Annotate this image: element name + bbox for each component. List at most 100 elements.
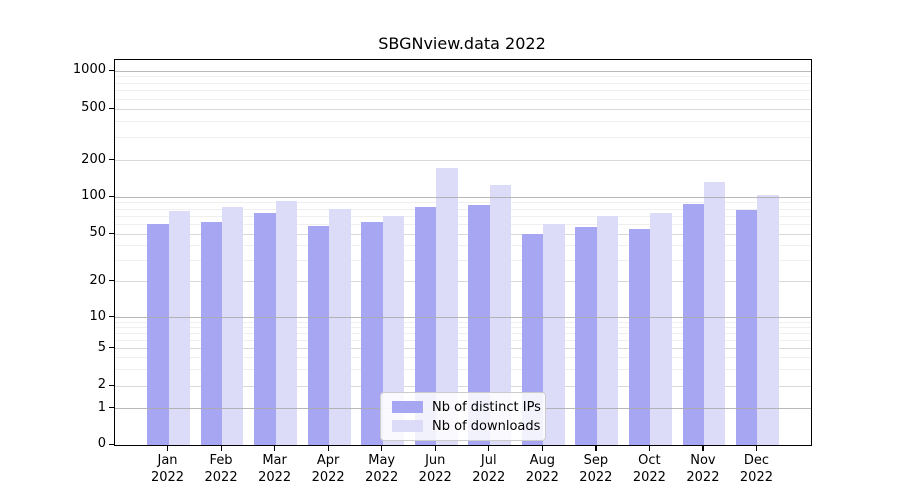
gridline-6 (115, 339, 811, 341)
y-tick-mark-1000 (109, 69, 114, 71)
x-tick-label-jun: Jun 2022 (418, 453, 452, 485)
x-tick-mark-jan (167, 445, 169, 451)
y-tick-label-20: 20 (89, 272, 106, 288)
legend-label-downloads: Nb of downloads (432, 418, 541, 434)
gridline-60 (115, 224, 811, 226)
gridline-2 (115, 385, 811, 387)
x-tick-mark-jul (488, 445, 490, 451)
x-tick-mark-dec (755, 445, 758, 451)
y-tick-mark-500 (109, 107, 114, 109)
legend-entry-distinct-ips: Nb of distinct IPs (381, 400, 545, 415)
gridline-800 (115, 82, 811, 84)
bar-nb-of-downloads-jan (168, 210, 190, 445)
gridline-50 (115, 233, 811, 235)
gridline-100 (115, 196, 811, 198)
x-tick-label-nov: Nov 2022 (686, 453, 720, 485)
bar-nb-of-downloads-may (382, 215, 405, 445)
bar-nb-of-downloads-feb (222, 206, 244, 445)
gridline-300 (115, 137, 811, 139)
bar-nb-of-downloads-nov (703, 181, 726, 445)
chart-title: SBGNview.data 2022 (378, 34, 546, 53)
bar-nb-of-downloads-dec (757, 195, 779, 445)
y-tick-label-200: 200 (81, 151, 106, 167)
gridline-10 (115, 317, 811, 319)
bar-nb-of-downloads-sep (596, 216, 619, 445)
gridline-500 (115, 108, 811, 110)
y-tick-label-5: 5 (97, 339, 106, 355)
bar-nb-of-distinct-ips-nov (682, 204, 704, 445)
gridline-90 (115, 202, 811, 204)
x-tick-mark-may (381, 445, 383, 451)
legend-swatch-distinct-ips (392, 401, 423, 413)
y-tick-mark-20 (109, 280, 114, 282)
bar-nb-of-downloads-aug (543, 223, 565, 445)
plot-area (114, 59, 812, 446)
x-tick-label-sep: Sep 2022 (579, 453, 613, 485)
gridline-900 (115, 76, 811, 78)
bar-nb-of-downloads-apr (329, 208, 351, 445)
bar-nb-of-distinct-ips-may (361, 221, 383, 445)
y-tick-label-0: 0 (97, 436, 106, 451)
bar-nb-of-distinct-ips-jan (147, 223, 169, 445)
legend-label-distinct-ips: Nb of distinct IPs (432, 399, 541, 415)
y-tick-mark-2 (109, 384, 114, 386)
gridline-5 (115, 348, 811, 350)
x-tick-mark-sep (595, 445, 597, 451)
y-tick-mark-50 (109, 232, 114, 234)
bar-nb-of-downloads-oct (650, 212, 672, 445)
x-tick-mark-apr (327, 445, 329, 451)
y-tick-label-10: 10 (89, 308, 106, 324)
y-tick-label-500: 500 (81, 100, 106, 116)
x-tick-mark-oct (648, 445, 651, 451)
bar-nb-of-distinct-ips-jun (414, 206, 437, 445)
legend: Nb of distinct IPs Nb of downloads (380, 392, 546, 441)
x-tick-label-mar: Mar 2022 (258, 453, 292, 485)
bar-nb-of-downloads-mar (275, 201, 297, 445)
y-tick-mark-0 (109, 443, 114, 445)
y-tick-label-2: 2 (97, 377, 106, 393)
gridline-1000 (115, 70, 811, 72)
bar-nb-of-distinct-ips-feb (200, 221, 223, 445)
x-tick-mark-nov (702, 445, 704, 451)
bar-nb-of-distinct-ips-oct (628, 229, 651, 445)
gridline-80 (115, 208, 811, 210)
y-tick-mark-10 (109, 316, 114, 318)
y-tick-label-1: 1 (97, 399, 106, 415)
bar-nb-of-downloads-jul (489, 185, 512, 445)
gridline-40 (115, 245, 811, 247)
y-tick-label-1000: 1000 (72, 62, 106, 77)
y-tick-mark-1 (109, 407, 114, 409)
x-tick-label-jan: Jan 2022 (150, 453, 185, 485)
gridline-700 (115, 90, 811, 92)
y-tick-label-100: 100 (81, 188, 106, 204)
x-tick-mark-aug (541, 445, 543, 451)
y-tick-mark-5 (109, 347, 114, 349)
gridline-400 (115, 121, 811, 123)
bar-nb-of-distinct-ips-mar (254, 212, 276, 445)
gridline-9 (115, 321, 811, 323)
bar-nb-of-distinct-ips-sep (575, 227, 597, 445)
x-tick-label-feb: Feb 2022 (204, 453, 238, 485)
x-tick-label-oct: Oct 2022 (632, 453, 666, 485)
x-tick-mark-feb (220, 445, 222, 451)
bar-nb-of-distinct-ips-dec (736, 209, 758, 445)
gridline-200 (115, 160, 811, 162)
legend-swatch-downloads (392, 420, 423, 432)
gridline-8 (115, 327, 811, 329)
gridline-3 (115, 368, 811, 370)
y-tick-label-50: 50 (89, 225, 106, 241)
x-tick-label-may: May 2022 (365, 453, 399, 485)
x-tick-label-dec: Dec 2022 (739, 453, 773, 485)
x-tick-mark-mar (274, 445, 276, 451)
bar-nb-of-downloads-jun (436, 168, 458, 445)
x-tick-label-aug: Aug 2022 (525, 453, 559, 485)
gridline-7 (115, 333, 811, 335)
x-tick-label-jul: Jul 2022 (472, 453, 506, 485)
gridline-4 (115, 357, 811, 359)
gridline-600 (115, 98, 811, 100)
y-tick-mark-200 (109, 159, 114, 161)
bar-nb-of-distinct-ips-jul (468, 204, 490, 445)
gridline-20 (115, 281, 811, 283)
x-tick-mark-jun (434, 445, 436, 451)
